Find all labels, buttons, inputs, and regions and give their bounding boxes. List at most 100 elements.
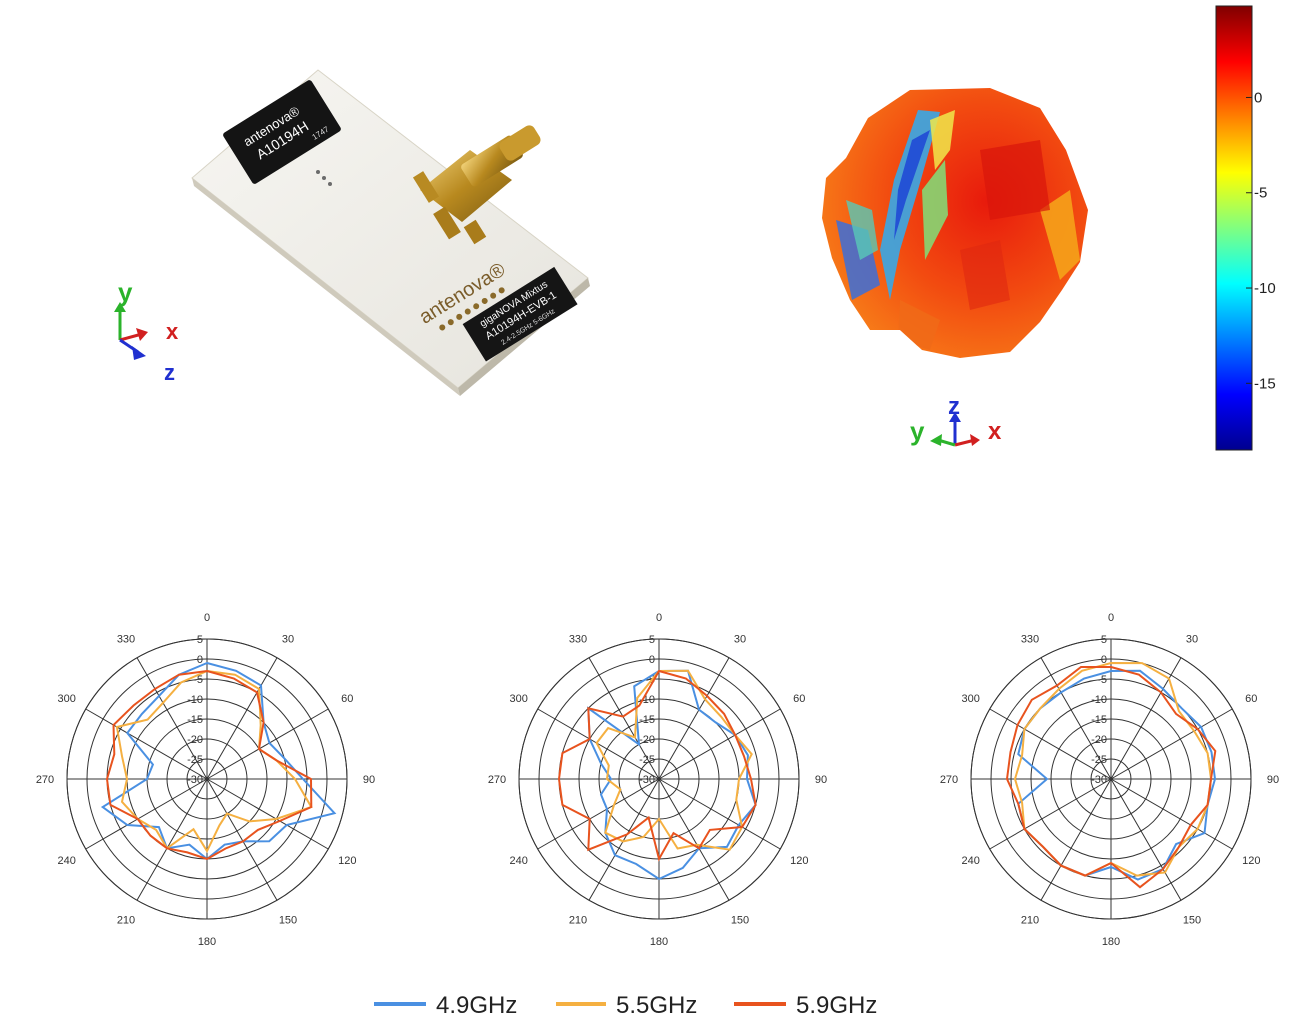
axis-z-label-left: z (164, 360, 175, 385)
colorbar-tick-label: -5 (1254, 185, 1267, 202)
polar-angle-label: 0 (656, 612, 662, 624)
polar-angle-label: 150 (731, 914, 749, 926)
colorbar-tick-label: -15 (1254, 375, 1276, 392)
polar-angle-label: 270 (36, 774, 54, 786)
axis-y-label-mid: y (910, 416, 925, 446)
polar-radial-label: 0 (1101, 654, 1107, 666)
polar-series-5-5ghz (595, 669, 753, 851)
polar-spoke (206, 657, 278, 780)
colorbar-tick-label: 0 (1254, 89, 1262, 106)
polar-radial-label: 5 (1101, 634, 1107, 646)
axis-triad-left: y x z (114, 277, 179, 385)
legend: 4.9GHz 5.5GHz 5.9GHz (374, 992, 877, 1019)
colorbar: 0 -5 -10 -15 (1215, 5, 1276, 451)
polar-spoke (136, 657, 208, 780)
polar-spoke (658, 778, 730, 901)
polar-series-5-9ghz (1005, 666, 1217, 889)
polar-radial-label: -5 (193, 674, 203, 686)
polar-series-4-9ghz (1017, 669, 1217, 881)
polar-spoke (658, 657, 730, 780)
polar-spoke (658, 778, 781, 850)
polar-radial-label: -20 (187, 734, 203, 746)
polar-spoke (658, 708, 781, 780)
polar-angle-label: 180 (650, 936, 668, 948)
polar-angle-label: 90 (363, 774, 375, 786)
polar-angle-label: 60 (1245, 693, 1257, 705)
polar-angle-label: 30 (734, 634, 746, 646)
polar-angle-label: 210 (117, 914, 135, 926)
axis-x-label-left: x (166, 319, 179, 344)
polar-radial-label: -15 (1091, 714, 1107, 726)
sma-connector (412, 125, 541, 245)
polar-radial-label: -25 (639, 754, 655, 766)
polar-angle-label: 240 (962, 855, 980, 867)
polar-spoke (989, 708, 1112, 780)
polar-angle-label: 180 (1102, 936, 1120, 948)
polar-angle-label: 330 (569, 634, 587, 646)
polar-spoke (206, 778, 329, 850)
polar-angle-label: 300 (510, 693, 528, 705)
polar-angle-label: 30 (282, 634, 294, 646)
polar-angle-label: 30 (1186, 634, 1198, 646)
polar-angle-label: 0 (204, 612, 210, 624)
polar-spoke (136, 778, 208, 901)
axis-y-label-left: y (118, 277, 133, 307)
polar-angle-label: 0 (1108, 612, 1114, 624)
polar-angle-label: 300 (962, 693, 980, 705)
polar-radial-label: -20 (639, 734, 655, 746)
polar-radial-label: 5 (197, 634, 203, 646)
polar-radial-label: -5 (645, 674, 655, 686)
axis-triad-mid: z y x (910, 393, 1002, 447)
polar-radial-label: -20 (1091, 734, 1107, 746)
polar-radial-label: -10 (187, 694, 203, 706)
polar-angle-label: 150 (1183, 914, 1201, 926)
legend-label-5-9ghz: 5.9GHz (796, 992, 877, 1019)
polar-spoke (1040, 778, 1112, 901)
pcb-edge (192, 178, 460, 396)
polar-spoke (1040, 657, 1112, 780)
polar-angle-label: 270 (488, 774, 506, 786)
polar-angle-label: 300 (58, 693, 76, 705)
polar-angle-label: 330 (117, 634, 135, 646)
polar-angle-label: 240 (510, 855, 528, 867)
polar-angle-label: 120 (338, 855, 356, 867)
polar-radial-label: -25 (1091, 754, 1107, 766)
polar-series-4-9ghz (100, 661, 337, 861)
polar-radial-label: -30 (187, 774, 203, 786)
polar-angle-label: 150 (279, 914, 297, 926)
polar-series-5-9ghz (105, 669, 313, 861)
polar-spoke (85, 708, 208, 780)
polar-angle-label: 270 (940, 774, 958, 786)
polar-angle-label: 60 (793, 693, 805, 705)
polar-spoke (1110, 778, 1182, 901)
polar-spoke (989, 778, 1112, 850)
polar-angle-label: 180 (198, 936, 216, 948)
legend-label-5-5ghz: 5.5GHz (616, 992, 697, 1019)
polar-radial-label: -15 (639, 714, 655, 726)
axis-x-label-mid: x (988, 418, 1002, 445)
polar-angle-label: 210 (1021, 914, 1039, 926)
polar-spoke (1110, 778, 1233, 850)
polar-angle-label: 120 (790, 855, 808, 867)
pcb-pads (316, 170, 332, 186)
polar-radial-label: -10 (1091, 694, 1107, 706)
polar-angle-label: 330 (1021, 634, 1039, 646)
polar-spoke (537, 708, 660, 780)
polar-radial-label: 0 (649, 654, 655, 666)
board-dots (439, 287, 505, 331)
polar-angle-label: 90 (815, 774, 827, 786)
colorbar-scale (1215, 5, 1253, 451)
polar-series-5-9ghz (557, 669, 757, 862)
polar-radial-label: -30 (1091, 774, 1107, 786)
polar-spoke (1110, 708, 1233, 780)
polar-spoke (588, 778, 660, 901)
polar-spoke (537, 778, 660, 850)
polar-series-5-5ghz (115, 669, 313, 854)
polar-radial-label: -5 (1097, 674, 1107, 686)
polar-spoke (588, 657, 660, 780)
polar-spoke (206, 708, 329, 780)
